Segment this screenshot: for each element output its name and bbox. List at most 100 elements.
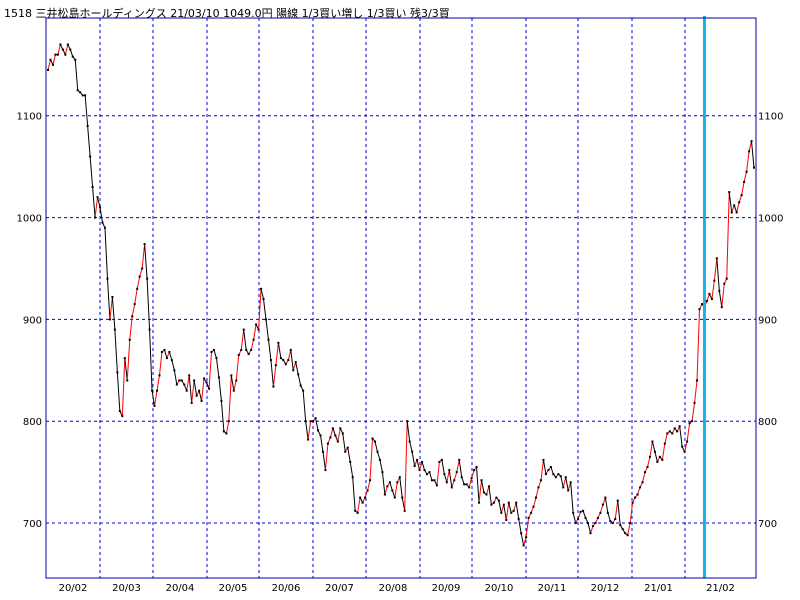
price-segment [550,466,554,475]
price-point [309,420,312,423]
price-point [681,445,684,448]
price-point [482,491,485,494]
price-point [591,525,594,528]
price-point [710,298,713,301]
price-segment [728,192,733,213]
price-segment [533,497,537,507]
x-tick-label: 21/02 [706,583,735,594]
price-point [366,489,369,492]
y-tick-label-left: 700 [23,519,42,530]
price-segment [525,517,530,538]
x-tick-label: 21/01 [644,583,673,594]
price-segment [587,522,591,534]
x-tick-label: 20/04 [166,583,195,594]
price-segment [488,486,492,505]
price-segment [104,227,108,279]
price-point [361,501,364,504]
price-point [594,522,597,525]
price-point [91,186,94,189]
x-tick-label: 20/05 [219,583,248,594]
x-tick-label: 20/09 [432,583,461,594]
price-segment [69,49,74,57]
price-point [64,53,67,56]
price-point [636,493,639,496]
price-point [435,484,438,487]
price-segment [188,375,193,403]
price-point [673,427,676,430]
price-segment [297,374,302,386]
price-segment [277,342,282,359]
price-point [165,357,168,360]
price-point [450,486,453,489]
price-segment [456,459,460,473]
y-tick-label-left: 1000 [17,214,42,225]
price-segment [599,504,604,513]
price-segment [651,441,656,452]
price-point [480,479,483,482]
price-point [183,383,186,386]
price-point [151,389,154,392]
price-point [71,55,74,58]
price-point [393,496,396,499]
price-segment [751,141,755,168]
price-segment [379,459,383,473]
price-point [438,460,441,463]
price-point [614,517,617,520]
price-point [178,379,181,382]
price-segment [679,426,683,447]
price-point [634,496,637,499]
price-point [520,532,523,535]
price-point [217,376,220,379]
price-point [339,427,342,430]
price-point [54,53,57,56]
price-segment [481,480,485,493]
price-segment [706,293,710,302]
price-segment [334,435,339,442]
price-point [212,348,215,351]
price-segment [156,375,160,391]
price-point [631,501,634,504]
price-segment [87,125,91,157]
x-tick-label: 20/11 [538,583,567,594]
price-point [354,509,357,512]
price-point [163,348,166,351]
price-point [56,53,59,56]
price-segment [421,461,426,471]
price-segment [535,487,539,498]
price-segment [448,470,453,488]
price-segment [295,362,299,375]
price-point [430,479,433,482]
price-point [735,211,738,214]
price-point [418,469,421,472]
price-point [619,524,622,527]
price-point [629,522,632,525]
price-point [658,455,661,458]
price-point [753,166,755,169]
price-point [656,460,659,463]
x-tick-label: 20/10 [485,583,514,594]
price-segment [384,486,388,495]
price-point [423,469,426,472]
price-point [700,303,703,306]
price-point [341,432,344,435]
price-point [210,350,213,353]
price-point [185,389,188,392]
price-segment [461,477,465,485]
price-point [198,389,201,392]
price-segment [141,243,146,269]
price-point [329,436,332,439]
price-segment [265,319,269,340]
price-point [408,440,411,443]
price-point [101,221,104,224]
price-segment [629,502,634,524]
price-segment [215,358,220,378]
price-segment [134,288,138,305]
price-segment [476,466,480,503]
axis-labels: 700 700 800 800 900 900 1000 1000 1100 1100 20/02 2… [17,112,784,594]
price-point [89,155,92,158]
price-point [413,465,416,467]
price-point [284,363,287,366]
price-point [257,328,260,331]
price-point [542,458,545,461]
price-point [587,522,590,525]
